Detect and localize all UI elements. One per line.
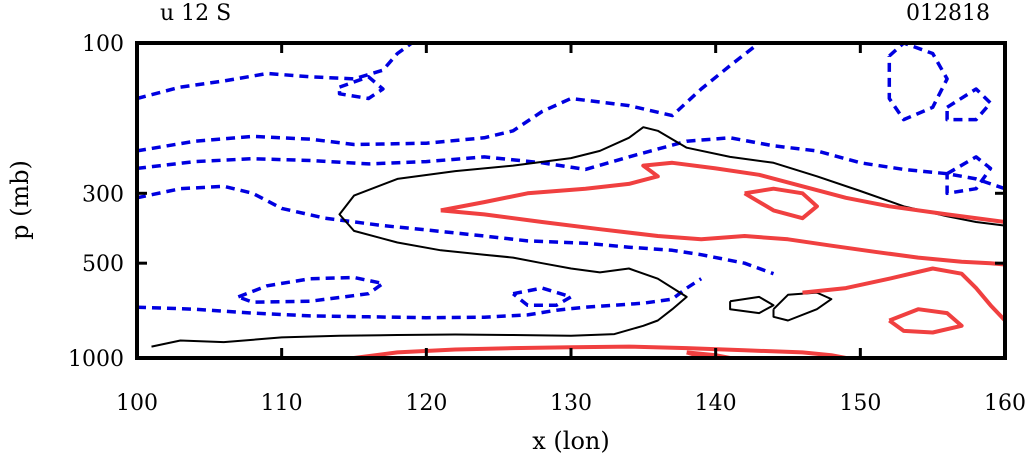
y-tick-label: 1000 xyxy=(68,347,124,372)
negative-contour-7 xyxy=(512,286,573,307)
x-tick-label: 130 xyxy=(550,391,592,416)
chart-title-right: 012818 xyxy=(906,1,990,26)
x-axis: 100 110 120 130 140 150 160 xyxy=(116,43,1026,416)
x-tick-label: 150 xyxy=(839,391,881,416)
contour-lines xyxy=(136,41,1007,360)
chart-title-left: u 12 S xyxy=(160,1,231,26)
negative-contour-3 xyxy=(136,184,775,276)
negative-contour-5 xyxy=(237,275,385,304)
negative-contour-0 xyxy=(136,41,413,101)
y-tick-label: 100 xyxy=(82,32,124,57)
zero-contour-2 xyxy=(772,291,833,322)
zero-contour-0 xyxy=(151,126,1006,348)
x-tick-label: 140 xyxy=(695,391,737,416)
y-tick-label: 300 xyxy=(82,182,124,207)
x-axis-label: x (lon) xyxy=(532,427,609,455)
negative-contour-6 xyxy=(337,75,385,101)
y-axis-label: p (mb) xyxy=(6,160,34,240)
negative-contour-8 xyxy=(887,41,949,122)
positive-contour-2 xyxy=(440,160,1006,224)
x-tick-label: 160 xyxy=(984,391,1026,416)
y-tick-label: 500 xyxy=(82,252,124,277)
positive-contour-1 xyxy=(440,208,1006,267)
positive-contour-4 xyxy=(802,266,1007,322)
negative-contour-4 xyxy=(136,277,703,320)
positive-contour-5 xyxy=(888,307,964,335)
positive-contour-0 xyxy=(353,344,847,360)
x-tick-label: 110 xyxy=(261,391,303,416)
zero-contour-1 xyxy=(729,295,775,315)
positive-contour-3 xyxy=(743,186,819,221)
y-axis: 100 300 500 1000 xyxy=(68,32,1005,372)
negative-contour-2 xyxy=(136,136,1006,191)
x-tick-label: 120 xyxy=(405,391,447,416)
negative-contour-1 xyxy=(136,41,761,153)
plot-frame xyxy=(135,41,1007,360)
negative-contour-9 xyxy=(945,87,993,122)
x-tick-label: 100 xyxy=(116,391,158,416)
negative-contour-10 xyxy=(945,155,993,196)
